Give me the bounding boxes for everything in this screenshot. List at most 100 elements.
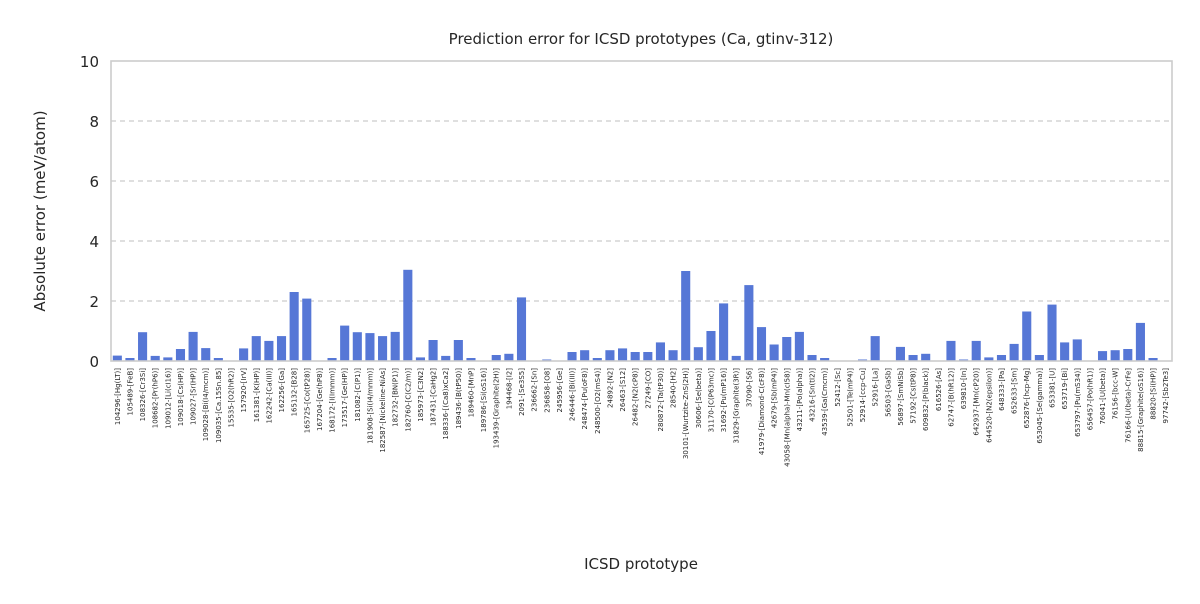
bar [921, 353, 931, 361]
x-tick-label: 26482-[N2(cP8)] [632, 368, 640, 426]
bar [655, 342, 665, 361]
x-tick-label: 236662-[Sn] [531, 368, 539, 412]
x-tick-label: 189786-[Si(oS16)] [480, 368, 488, 432]
x-tick-label: 108682-[Pr(hP6)] [152, 368, 160, 429]
bar [403, 269, 413, 361]
x-tick-label: 43216-[Sn(tI2)] [809, 368, 817, 422]
bar [618, 348, 628, 361]
x-tick-label: 88820-[Si(HP)] [1150, 368, 1158, 420]
bar [289, 292, 299, 361]
bar [1072, 339, 1082, 361]
x-tick-label: 162242-[Ca(III)] [265, 368, 273, 424]
bar [630, 352, 640, 361]
bar [516, 297, 527, 361]
bar [984, 357, 994, 361]
y-tick-label: 10 [80, 53, 99, 71]
x-tick-label: 185973-[C3N2] [417, 368, 425, 422]
x-tick-label: 165725-[Co(tP28)] [303, 368, 311, 433]
y-tick-label: 0 [89, 353, 99, 371]
x-tick-label: 161381-[K(HP)] [253, 368, 261, 423]
x-tick-label: 42679-[Sb(mP4)] [771, 368, 779, 428]
x-tick-label: 168172-[I(Immm)] [329, 368, 337, 433]
bar [466, 358, 476, 361]
bar [150, 355, 160, 361]
bar [668, 350, 678, 361]
x-tick-label: 648333-[Pa] [998, 368, 1006, 411]
x-tick-label: 188336-[(Ca8)xCa2] [442, 368, 450, 440]
x-tick-label: 15535-[O2(hR2)] [227, 368, 235, 428]
bar [971, 340, 981, 361]
bar [163, 357, 173, 361]
bar [1047, 304, 1057, 361]
x-tick-label: 109027-[Sr(HP)] [190, 368, 198, 425]
bar [428, 340, 438, 361]
x-tick-label: 193439-[Graphite(2H)] [493, 368, 501, 449]
bar [744, 285, 754, 361]
x-tick-label: 609832-[P(black)] [922, 368, 930, 431]
bar [441, 355, 451, 361]
bar [719, 303, 729, 361]
x-tick-label: 109012-[Li(cI16)] [164, 368, 172, 429]
bar [415, 357, 426, 361]
x-tick-label: 37090-[S6] [745, 368, 753, 407]
x-tick-label: 56503-[GaSb] [884, 368, 892, 417]
x-tick-label: 189460-[MnP] [467, 368, 475, 418]
x-tick-label: 653381-[U] [1049, 368, 1057, 408]
x-tick-label: 26463-[S12] [619, 368, 627, 412]
bar [302, 298, 312, 361]
bar [870, 336, 880, 361]
bar [769, 344, 779, 361]
x-tick-label: 88815-[Graphite(oS16)] [1137, 368, 1145, 452]
x-tick-label: 246446-[Bi(III)] [569, 368, 577, 421]
x-tick-label: 187431-[CaHg2] [430, 368, 438, 426]
bar [693, 347, 703, 361]
x-tick-label: 27249-[CO] [644, 368, 652, 409]
bar [188, 331, 198, 361]
x-tick-label: 104296-[Hg(LT)] [114, 368, 122, 425]
gridlines [111, 120, 1172, 302]
bar [946, 340, 956, 361]
bar [731, 355, 741, 361]
x-tick-label: 248500-[O2(mS4)] [594, 368, 602, 434]
x-tick-label: 653719-[Bi] [1061, 368, 1069, 410]
x-tick-label: 28540-[H2] [670, 368, 678, 408]
x-tick-label: 43058-[Mn(alpha)-Mn(cI58)] [783, 368, 791, 467]
bar [643, 352, 653, 361]
x-tick-label: 173517-[Ge(HP)] [341, 368, 349, 428]
x-tick-label: 76156-[bcc-W] [1112, 368, 1120, 420]
x-tick-label: 52916-[La] [872, 368, 880, 407]
x-axis-label: ICSD prototype [584, 555, 698, 573]
bar [1110, 350, 1120, 361]
bar [580, 350, 590, 361]
bar [895, 346, 905, 361]
x-tick-label: 57192-[Cs(tP8)] [910, 368, 918, 424]
bar [264, 340, 274, 361]
x-tick-label: 245956-[Ge] [556, 368, 564, 413]
bar [1123, 349, 1133, 361]
x-tick-label: 41979-[Diamond-C(cF8)] [758, 368, 766, 455]
bar [908, 355, 918, 361]
bar [782, 337, 792, 361]
plot-frame [110, 60, 1173, 362]
y-tick-label: 6 [89, 173, 99, 191]
y-tick-label: 8 [89, 113, 99, 131]
bar [390, 331, 400, 361]
x-tick-label: 653797-[Pu(mS34)] [1074, 368, 1082, 437]
bar [213, 358, 223, 361]
bar [340, 325, 350, 361]
x-tick-label: 52412-[Sc] [834, 368, 842, 407]
y-tick-label: 2 [89, 293, 99, 311]
x-tick-label: 248474-[Pu(oF8)] [581, 368, 589, 430]
bar [794, 331, 804, 361]
x-tick-label: 182587-[Nickeline-NiAs] [379, 368, 387, 453]
bar [125, 358, 135, 361]
x-tick-label: 162256-[Ga] [278, 368, 286, 413]
bar [807, 355, 817, 361]
x-tick-label: 109035-[Ca.15Sn.85] [215, 368, 223, 443]
bar [138, 332, 148, 361]
bar [175, 349, 186, 361]
bar [1022, 311, 1032, 361]
x-tick-label: 182732-[BN(P1)] [392, 368, 400, 427]
bar [504, 353, 514, 361]
